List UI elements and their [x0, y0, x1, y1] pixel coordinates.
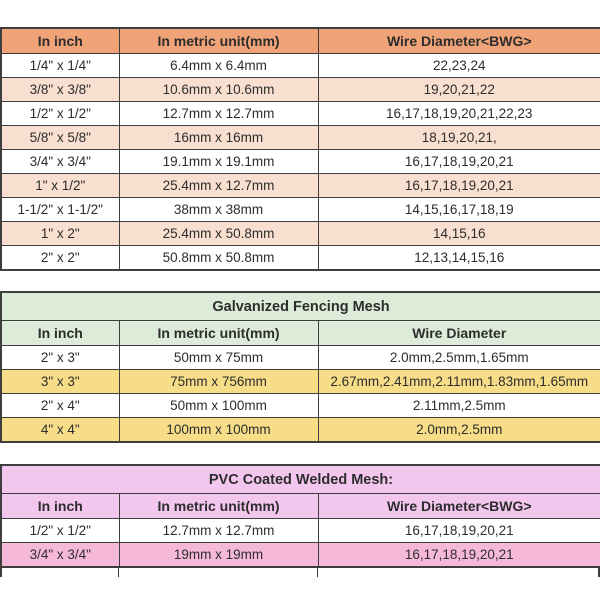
cell-wire: 19,20,21,22 — [317, 77, 600, 102]
table-row: 5/8" x 5/8" 16mm x 16mm 18,19,20,21, — [0, 125, 600, 150]
cell-inch: 1" x 1/2" — [0, 173, 120, 198]
cell-metric: 19.1mm x 19.1mm — [118, 149, 319, 174]
table-title: PVC Coated Welded Mesh: — [0, 464, 600, 494]
cell-metric: 50.8mm x 50.8mm — [118, 245, 319, 271]
table-row: 1" x 1/2" 25.4mm x 12.7mm 16,17,18,19,20… — [0, 173, 600, 198]
cell-inch: 5/8" x 5/8" — [0, 125, 120, 150]
col-header-inch: In inch — [0, 27, 120, 54]
table-row: 3/4" x 3/4" 19.1mm x 19.1mm 16,17,18,19,… — [0, 149, 600, 174]
table-row: 4" x 4" 100mm x 100mm 2.0mm,2.5mm — [0, 417, 600, 443]
col-header-inch: In inch — [0, 493, 120, 519]
cell-inch: 1" x 2" — [0, 221, 120, 246]
cell-inch: 3/4" x 3/4" — [0, 542, 120, 568]
cell-metric: 25.4mm x 12.7mm — [118, 173, 319, 198]
col-header-wire-diameter: Wire Diameter<BWG> — [317, 493, 600, 519]
pvc-coated-mesh-table: PVC Coated Welded Mesh: In inch In metri… — [0, 464, 600, 568]
col-header-metric: In metric unit(mm) — [118, 320, 319, 346]
cell-metric: 6.4mm x 6.4mm — [118, 53, 319, 78]
cell-metric: 10.6mm x 10.6mm — [118, 77, 319, 102]
col-header-metric: In metric unit(mm) — [118, 493, 319, 519]
header-row: In inch In metric unit(mm) Wire Diameter — [0, 320, 600, 346]
title-row: PVC Coated Welded Mesh: — [0, 464, 600, 494]
cell-inch: 4" x 4" — [0, 417, 120, 443]
table-row: 1/2" x 1/2" 12.7mm x 12.7mm 16,17,18,19,… — [0, 518, 600, 543]
table-row: 3" x 3" 75mm x 756mm 2.67mm,2.41mm,2.11m… — [0, 369, 600, 394]
partial-row — [0, 568, 600, 577]
cell-metric: 100mm x 100mm — [118, 417, 319, 443]
table-row: 1/4" x 1/4" 6.4mm x 6.4mm 22,23,24 — [0, 53, 600, 78]
cell-inch: 2" x 4" — [0, 393, 120, 418]
welded-mesh-table: In inch In metric unit(mm) Wire Diameter… — [0, 27, 600, 271]
cell-wire: 16,17,18,19,20,21 — [317, 542, 600, 568]
col-header-wire-diameter: Wire Diameter<BWG> — [317, 27, 600, 54]
table-row: 1/2" x 1/2" 12.7mm x 12.7mm 16,17,18,19,… — [0, 101, 600, 126]
cell-inch: 2" x 3" — [0, 345, 120, 370]
header-row: In inch In metric unit(mm) Wire Diameter… — [0, 27, 600, 54]
table-row: 3/8" x 3/8" 10.6mm x 10.6mm 19,20,21,22 — [0, 77, 600, 102]
cell-metric: 75mm x 756mm — [118, 369, 319, 394]
cell-inch: 1/2" x 1/2" — [0, 518, 120, 543]
cell-wire: 14,15,16,17,18,19 — [317, 197, 600, 222]
cell-metric: 50mm x 75mm — [118, 345, 319, 370]
cell-inch: 2" x 2" — [0, 245, 120, 271]
cell-metric: 50mm x 100mm — [118, 393, 319, 418]
table-title: Galvanized Fencing Mesh — [0, 291, 600, 321]
cell-wire: 2.67mm,2.41mm,2.11mm,1.83mm,1.65mm — [317, 369, 600, 394]
cell-inch: 1/2" x 1/2" — [0, 101, 120, 126]
cell-wire: 2.0mm,2.5mm,1.65mm — [317, 345, 600, 370]
cell-wire: 12,13,14,15,16 — [317, 245, 600, 271]
cell-wire: 18,19,20,21, — [317, 125, 600, 150]
title-row: Galvanized Fencing Mesh — [0, 291, 600, 321]
col-header-metric: In metric unit(mm) — [118, 27, 319, 54]
table-row: 3/4" x 3/4" 19mm x 19mm 16,17,18,19,20,2… — [0, 542, 600, 568]
cell-inch: 3/8" x 3/8" — [0, 77, 120, 102]
cell-wire: 2.0mm,2.5mm — [317, 417, 600, 443]
cell-wire: 16,17,18,19,20,21,22,23 — [317, 101, 600, 126]
cell-wire: 16,17,18,19,20,21 — [317, 173, 600, 198]
cell-metric: 16mm x 16mm — [118, 125, 319, 150]
table-row: 2" x 4" 50mm x 100mm 2.11mm,2.5mm — [0, 393, 600, 418]
cell-wire: 2.11mm,2.5mm — [317, 393, 600, 418]
cell-wire: 14,15,16 — [317, 221, 600, 246]
cell-wire: 22,23,24 — [317, 53, 600, 78]
cell-wire: 16,17,18,19,20,21 — [317, 518, 600, 543]
cell-metric: 12.7mm x 12.7mm — [118, 518, 319, 543]
col-header-wire-diameter: Wire Diameter — [317, 320, 600, 346]
table-row: 2" x 3" 50mm x 75mm 2.0mm,2.5mm,1.65mm — [0, 345, 600, 370]
cell-inch: 3" x 3" — [0, 369, 120, 394]
partial-cell — [2, 568, 119, 577]
col-header-inch: In inch — [0, 320, 120, 346]
cell-inch: 3/4" x 3/4" — [0, 149, 120, 174]
cell-wire: 16,17,18,19,20,21 — [317, 149, 600, 174]
cell-inch: 1/4" x 1/4" — [0, 53, 120, 78]
galvanized-fencing-mesh-table: Galvanized Fencing Mesh In inch In metri… — [0, 291, 600, 443]
cell-metric: 38mm x 38mm — [118, 197, 319, 222]
header-row: In inch In metric unit(mm) Wire Diameter… — [0, 493, 600, 519]
cell-inch: 1-1/2" x 1-1/2" — [0, 197, 120, 222]
table-row: 1-1/2" x 1-1/2" 38mm x 38mm 14,15,16,17,… — [0, 197, 600, 222]
cell-metric: 19mm x 19mm — [118, 542, 319, 568]
partial-cell — [119, 568, 318, 577]
table-row: 1" x 2" 25.4mm x 50.8mm 14,15,16 — [0, 221, 600, 246]
table-row: 2" x 2" 50.8mm x 50.8mm 12,13,14,15,16 — [0, 245, 600, 271]
cell-metric: 25.4mm x 50.8mm — [118, 221, 319, 246]
cell-metric: 12.7mm x 12.7mm — [118, 101, 319, 126]
